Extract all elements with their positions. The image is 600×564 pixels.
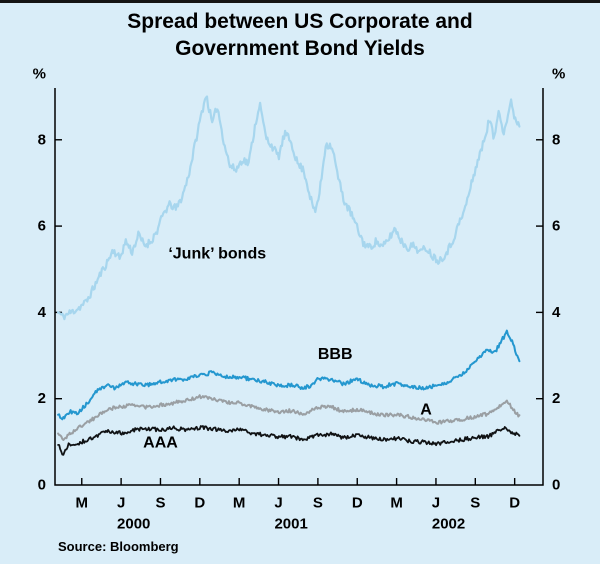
y-tick-label-left: 4 [38, 304, 47, 321]
chart-title-line-2: Government Bond Yields [175, 36, 425, 60]
y-tick-label-right: 6 [552, 218, 560, 235]
x-tick-label: J [117, 495, 125, 512]
y-tick-label-right: 2 [552, 390, 560, 407]
annotation-bbb-label: BBB [318, 346, 353, 363]
annotation-a-label: A [420, 401, 432, 418]
y-tick-label-right: 4 [552, 304, 561, 321]
year-label: 2002 [432, 516, 465, 533]
series-line-junk-bonds [56, 95, 521, 321]
x-tick-label: S [470, 495, 480, 512]
axes-frame [54, 88, 544, 486]
x-tick-label: D [194, 495, 205, 512]
annotation-junk-bonds-label: ‘Junk’ bonds [168, 246, 266, 263]
x-tick-label: M [76, 495, 89, 512]
year-label: 2001 [274, 516, 307, 533]
y-tick-label-left: 2 [38, 390, 46, 407]
source-note: Source: Bloomberg [58, 539, 179, 554]
y-tick-label-left: 0 [38, 477, 46, 494]
series-line-bbb [57, 329, 521, 421]
x-tick-label: S [313, 495, 323, 512]
x-tick-label: J [432, 495, 440, 512]
y-tick-label-left: 6 [38, 218, 46, 235]
y-tick-label-left: 8 [38, 131, 46, 148]
year-label: 2000 [117, 516, 150, 533]
x-tick-label: D [352, 495, 363, 512]
y-tick-label-right: 8 [552, 131, 560, 148]
chart-title-line-1: Spread between US Corporate and [127, 10, 473, 33]
x-tick-label: S [155, 495, 165, 512]
percent-label-right: % [552, 66, 565, 83]
x-tick-label: D [509, 495, 520, 512]
top-rule [0, 0, 600, 3]
y-tick-label-right: 0 [552, 477, 560, 494]
x-tick-label: J [274, 495, 282, 512]
annotation-aaa-label: AAA [143, 435, 178, 452]
percent-label-left: % [33, 66, 46, 83]
x-tick-label: M [233, 495, 246, 512]
series-line-aaa [57, 425, 521, 456]
chart-title: Spread between US Corporate and Governme… [0, 9, 600, 63]
x-tick-label: M [390, 495, 403, 512]
series-line-a [57, 394, 521, 441]
